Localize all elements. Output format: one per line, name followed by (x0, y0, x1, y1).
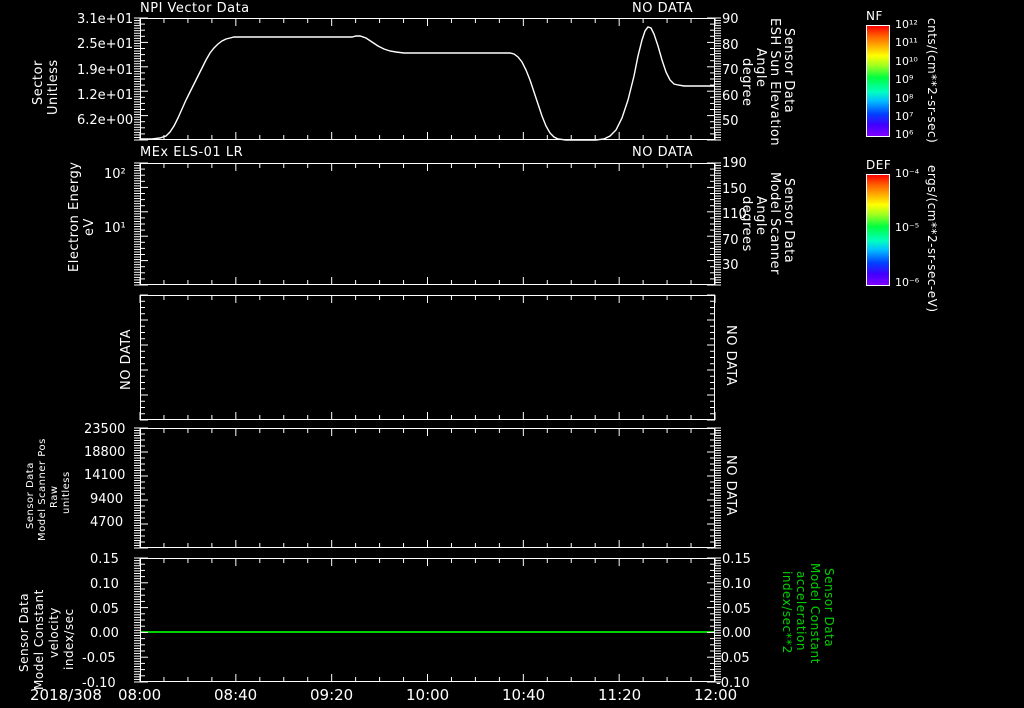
panel-1-ytick-1: 2.5e+01 (77, 37, 134, 52)
panel-4-plot-area[interactable] (140, 428, 715, 548)
panel-5-right-axis-label-line-0: Sensor Data (822, 568, 836, 648)
panel-2-ytick-1: 10¹ (104, 221, 126, 236)
panel-3-plot-area[interactable] (140, 295, 715, 420)
panel-5-left-axis-label-line-1: Model Constant (32, 589, 46, 690)
nf-colorbar-tick-1: 10¹¹ (895, 36, 918, 49)
xaxis-tick-3: 10:00 (406, 686, 450, 704)
panel-1-right-axis-label-line-3: degree (739, 58, 754, 107)
panel-4-left-axis-label-line-3: unitless (61, 471, 72, 514)
panel-2-y2tick-4: 30 (722, 258, 739, 273)
panel-5-left-axis-label-line-2: velocity (47, 607, 61, 658)
panel-2-y2tick-2: 110 (722, 207, 747, 222)
panel-2-right-axis-label-line-2: Angle (753, 196, 768, 236)
panel-1-left-axis-label-line-1: Unitless (46, 59, 61, 115)
panel-4-left-axis-label-line-1: Model Scanner Pos (37, 438, 48, 541)
panel-4-left-axis-label-line-0: Sensor Data (25, 462, 36, 529)
panel-2-plot-area[interactable] (140, 163, 715, 285)
panel-2-left-axis-label-line-1: eV (82, 218, 97, 236)
panel-4-ytick-1: 18800 (84, 445, 126, 460)
panel-4-right-no-data: NO DATA (723, 455, 738, 517)
panel-2-right-axis-label-line-1: Model Scanner (767, 172, 782, 275)
panel-2-y2tick-0: 190 (722, 156, 747, 171)
panel-1-plot-area[interactable] (140, 18, 715, 140)
panel-1-y2tick-4: 50 (722, 114, 739, 129)
xaxis-tick-1: 08:40 (214, 686, 258, 704)
panel-1-ytick-2: 1.9e+01 (77, 63, 134, 78)
panel-1-left-axis-label-line-0: Sector (31, 60, 46, 105)
nf-colorbar-gradient (866, 25, 890, 137)
panel-5-y2tick-4: -0.05 (716, 651, 750, 666)
panel-5-ytick-5: -0.10 (82, 676, 116, 691)
panel-2-right-axis-label-line-0: Sensor Data (781, 178, 796, 264)
panel-4-ytick-4: 4700 (90, 515, 124, 530)
panel-5-y2tick-2: 0.05 (722, 602, 751, 617)
xaxis-date-label: 2018/308 (30, 686, 102, 704)
panel-3-right-no-data: NO DATA (723, 325, 738, 387)
nf-colorbar-tick-3: 10⁹ (895, 73, 914, 86)
panel-5-right-axis-label-line-3: index/sec**2 (780, 571, 794, 654)
panel-5-right-axis-label-line-2: acceleration (794, 571, 808, 651)
panel-1-title-right: NO DATA (632, 1, 694, 16)
panel-5-y2tick-3: 0.00 (722, 626, 751, 641)
panel-1-title-left: NPI Vector Data (140, 1, 250, 16)
panel-1-y2tick-3: 60 (722, 89, 739, 104)
panel-2-title-right: NO DATA (632, 145, 694, 160)
panel-2-y2tick-3: 70 (722, 233, 739, 248)
panel-1-ytick-0: 3.1e+01 (77, 12, 134, 27)
def-colorbar-tick-2: 10⁻⁶ (895, 276, 920, 289)
nf-colorbar-tick-6: 10⁶ (895, 128, 914, 141)
xaxis-tick-6: 12:00 (694, 686, 738, 704)
panel-5-ytick-0: 0.15 (90, 552, 119, 567)
nf-colorbar-tick-5: 10⁷ (895, 110, 914, 123)
panel-5-ytick-2: 0.05 (90, 602, 119, 617)
panel-3-left-no-data: NO DATA (119, 328, 134, 390)
def-colorbar-units: ergs/(cm**2-sr-sec-eV) (925, 165, 939, 313)
panel-2-right-axis-label-line-3: degrees (739, 196, 754, 252)
panel-4-ytick-3: 9400 (90, 492, 124, 507)
nf-colorbar-units: cnts/(cm**2-sr-sec) (925, 18, 939, 144)
panel-1-ytick-4: 6.2e+00 (77, 113, 134, 128)
panel-1-right-axis-label-line-0: Sensor Data (781, 28, 796, 114)
nf-colorbar-tick-4: 10⁸ (895, 92, 914, 105)
panel-5-left-axis-label-line-0: Sensor Data (17, 592, 31, 672)
panel-5-ytick-4: -0.05 (82, 651, 116, 666)
panel-2-ytick-0: 10² (104, 167, 126, 182)
xaxis-tick-0: 08:00 (118, 686, 162, 704)
panel-4-left-axis-label-line-2: Raw (49, 485, 60, 508)
panel-5-y2tick-0: 0.15 (722, 552, 751, 567)
panel-2-title-left: MEx ELS-01 LR (140, 145, 244, 160)
panel-4-ytick-0: 23500 (84, 422, 126, 437)
panel-4-ytick-2: 14100 (84, 468, 126, 483)
def-colorbar-tick-0: 10⁻⁴ (895, 167, 920, 180)
nf-colorbar-tick-2: 10¹⁰ (895, 55, 918, 68)
def-colorbar-tick-1: 10⁻⁵ (895, 221, 920, 234)
panel-5-plot-area[interactable] (140, 558, 715, 682)
xaxis-tick-4: 10:40 (502, 686, 546, 704)
panel-1-y2tick-1: 80 (722, 38, 739, 53)
def-colorbar-gradient (866, 174, 890, 286)
panel-5-ytick-3: 0.00 (90, 626, 119, 641)
panel-5-y2tick-5: -0.10 (716, 676, 750, 691)
nf-colorbar-label: NF (866, 9, 883, 23)
panel-1-y2tick-2: 70 (722, 63, 739, 78)
panel-2-left-axis-label-line-0: Electron Energy (67, 161, 82, 272)
panel-1-y2tick-0: 90 (722, 12, 739, 27)
panel-2-y2tick-1: 150 (722, 182, 747, 197)
panel-5-left-axis-label-line-3: index/sec (62, 608, 76, 670)
panel-1-right-axis-label-line-1: ESH Sun Elevation (767, 18, 782, 147)
panel-1-ytick-3: 1.2e+01 (77, 88, 134, 103)
panel-5-y2tick-1: 0.10 (722, 577, 751, 592)
panel-1-right-axis-label-line-2: Angle (753, 48, 768, 88)
xaxis-tick-2: 09:20 (310, 686, 354, 704)
xaxis-tick-5: 11:20 (598, 686, 642, 704)
panel-5-ytick-1: 0.10 (90, 577, 119, 592)
nf-colorbar-tick-0: 10¹² (895, 18, 918, 31)
panel-5-right-axis-label-line-1: Model Constant (808, 563, 822, 664)
def-colorbar-label: DEF (866, 158, 892, 172)
